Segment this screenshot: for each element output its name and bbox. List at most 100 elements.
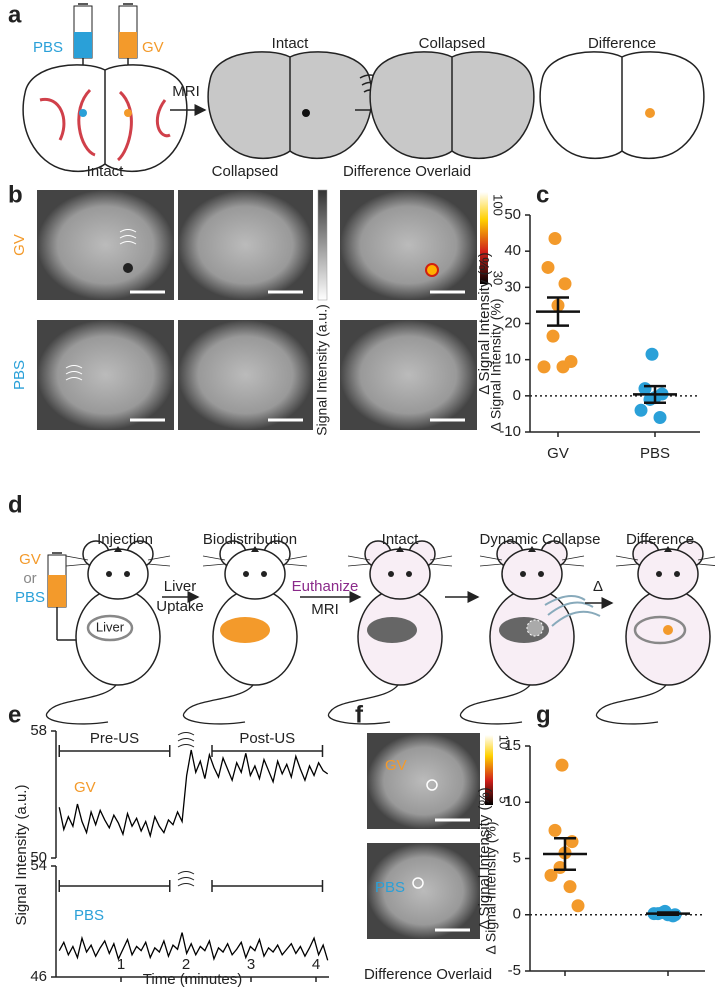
data-point (537, 360, 551, 374)
data-point (555, 758, 569, 772)
liver (86, 614, 134, 642)
x-tick-label: GV (547, 445, 569, 462)
bracket (58, 745, 171, 757)
x-tick-label: 4 (312, 956, 320, 973)
stage-label: Biodistribution (203, 531, 297, 548)
data-point (653, 411, 667, 425)
signal-line (58, 932, 329, 962)
brain (22, 64, 188, 173)
mri-images (367, 733, 493, 939)
series-label: GV (74, 779, 96, 796)
y-tick-label: 0 (513, 387, 521, 404)
y-tick-label: 5 (513, 849, 521, 866)
x-tick-label: 3 (247, 956, 255, 973)
colorbar-label: Δ Signal Intensity (%) (483, 821, 499, 954)
y-tick-label: 50 (30, 849, 47, 866)
stage-label: Collapsed (419, 35, 486, 52)
liver (220, 617, 270, 643)
mouse (595, 540, 715, 725)
bracket-label: Post-US (239, 730, 295, 747)
mri-images (37, 189, 488, 430)
agent-label: PBS (15, 589, 45, 606)
stage-label: Difference (588, 35, 656, 52)
difference-spot (663, 625, 673, 635)
panel-letter: g (536, 701, 551, 728)
panel-letter: a (8, 1, 22, 28)
stage-label: Dynamic Collapse (480, 531, 601, 548)
gv-site (302, 109, 310, 117)
column-label: Intact (87, 163, 125, 180)
agent-label: GV (19, 551, 41, 568)
series-label: PBS (74, 907, 104, 924)
bracket (211, 880, 324, 892)
data-point (645, 347, 659, 361)
step-label: Δ (593, 578, 603, 595)
liver (367, 617, 417, 643)
row-label: PBS (11, 360, 28, 390)
y-axis-label: Signal Intensity (a.u.) (13, 785, 30, 926)
column-label: Difference Overlaid (343, 163, 471, 180)
x-tick-label: 2 (182, 956, 190, 973)
caption: Difference Overlaid (364, 966, 492, 983)
panel-letter: d (8, 491, 23, 518)
colorbar-tick: 30 (491, 271, 506, 285)
y-tick-label: 58 (30, 722, 47, 739)
y-tick-label: 50 (504, 206, 521, 223)
data-point (548, 232, 562, 246)
y-tick-label: -10 (499, 423, 521, 440)
agent-label: or (23, 570, 36, 587)
row-label: GV (385, 757, 407, 774)
stage-label: Injection (97, 531, 153, 548)
data-point (546, 329, 560, 343)
colorbar-label: Δ Signal Intensity (%) (488, 298, 504, 431)
ultrasound-waves (544, 595, 601, 627)
stage-label: Difference (626, 531, 694, 548)
signal-line (58, 749, 329, 839)
y-tick-label: 46 (30, 968, 47, 985)
data-point (541, 260, 555, 274)
y-tick-label: 0 (513, 906, 521, 923)
y-tick-label: 20 (504, 314, 521, 331)
x-tick-label: PBS (653, 984, 683, 987)
stage-label: Intact (272, 35, 310, 52)
x-tick-label: 1 (117, 956, 125, 973)
brain (539, 51, 705, 160)
colorbar-label: Signal Intensity (a.u.) (314, 304, 330, 436)
colorbar-tick: 10 (497, 735, 512, 749)
data-point (563, 880, 577, 894)
y-tick-label: 10 (504, 793, 521, 810)
injection-site (124, 109, 132, 117)
error-bar (554, 837, 576, 871)
ultrasound-icon (177, 732, 195, 887)
liver (633, 615, 687, 645)
step-label: Uptake (156, 598, 204, 615)
syringe (47, 552, 80, 641)
panel-letter: b (8, 181, 23, 208)
step-label: Euthanize (292, 578, 359, 595)
collapse-spot (526, 619, 544, 637)
step-label: MRI (311, 601, 339, 618)
vessels (39, 88, 171, 162)
colorbar-tick: 100 (491, 194, 506, 216)
error-bar (657, 911, 679, 916)
data-point (558, 277, 572, 291)
bracket-label: Pre-US (90, 730, 139, 747)
y-tick-label: -5 (508, 962, 521, 979)
y-tick-label: 15 (504, 737, 521, 754)
x-tick-label: PBS (640, 445, 670, 462)
panel-letter: f (355, 701, 364, 728)
column-label: Collapsed (212, 163, 279, 180)
row-label: PBS (375, 879, 405, 896)
data-point (544, 868, 558, 882)
panel-letter: c (536, 181, 549, 208)
error-bar (547, 296, 569, 327)
data-point (564, 354, 578, 368)
step-label: MRI (172, 83, 200, 100)
x-axis-label: Time (minutes) (143, 971, 242, 987)
liver-label: Liver (96, 619, 125, 634)
syringe-label: GV (142, 39, 164, 56)
step-label: Liver (164, 578, 197, 595)
bracket (211, 745, 324, 757)
